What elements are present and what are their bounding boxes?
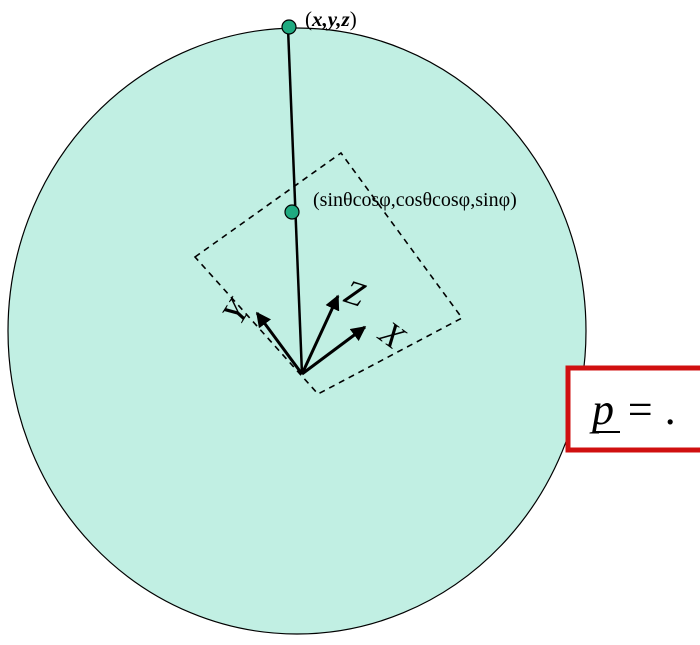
radial-line: [286, 27, 304, 375]
projected-point-label: (sinθcosφ,cosθcosφ,sinφ): [313, 189, 517, 211]
formula-box: [565, 365, 700, 453]
outer-point-label-coords: x,y,z: [311, 7, 351, 31]
outer-point-label-close: ): [350, 7, 357, 31]
outer-point-label-open: (: [305, 7, 312, 31]
outer-point: [281, 19, 297, 35]
axis-y-arrow: [255, 311, 304, 375]
axis-x-arrow: [301, 325, 367, 376]
sphere: [7, 27, 587, 635]
axis-z-arrow: [300, 294, 340, 375]
formula-text: p = .: [589, 385, 677, 434]
tangent-plane: [193, 151, 464, 395]
projected-point: [284, 204, 300, 220]
outer-point-label: (x,y,z): [305, 7, 357, 31]
